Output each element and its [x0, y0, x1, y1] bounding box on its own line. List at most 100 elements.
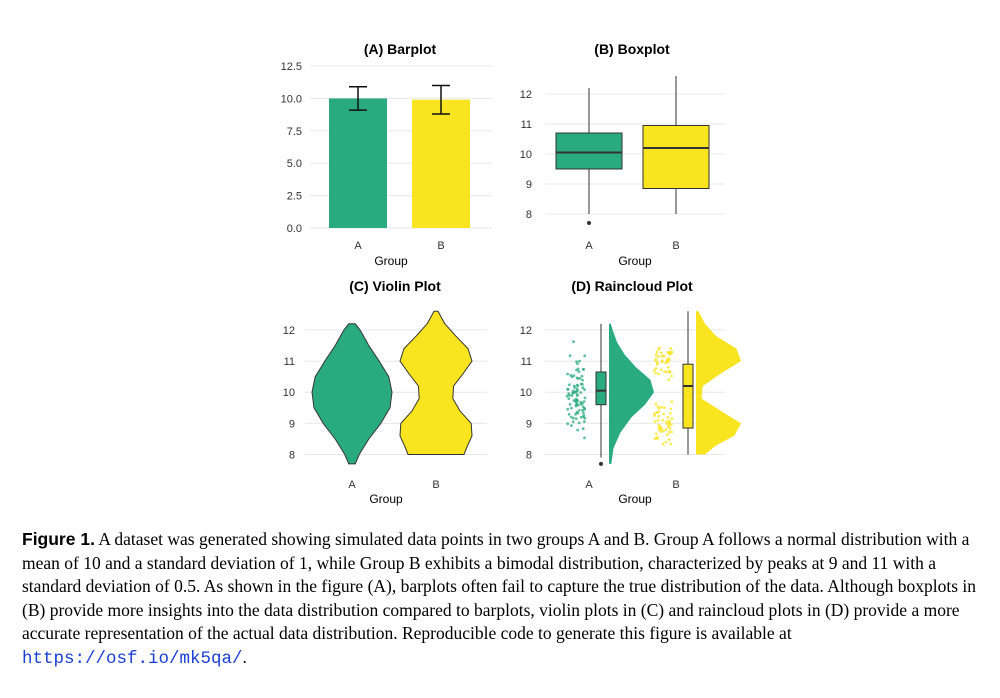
y-tick-label: 12.5 — [281, 61, 302, 73]
rain-point-a — [583, 420, 586, 424]
rain-point-b — [663, 354, 666, 358]
violin-b — [399, 310, 473, 455]
rain-point-b — [666, 366, 670, 369]
rain-point-b — [657, 372, 660, 376]
rain-point-a — [574, 417, 578, 421]
panel-title: (D) Raincloud Plot — [571, 278, 693, 294]
rain-point-b — [660, 427, 663, 431]
caption-link[interactable]: https://osf.io/mk5qa/ — [22, 648, 243, 669]
rain-point-a — [583, 396, 587, 400]
rain-point-a — [578, 359, 581, 363]
x-axis-label: Group — [618, 254, 652, 268]
y-tick-label: 9 — [289, 418, 295, 430]
rain-point-a — [575, 368, 578, 372]
rain-point-b — [663, 370, 666, 374]
rain-point-a — [581, 427, 585, 431]
rain-point-b — [668, 427, 672, 430]
rain-point-a — [576, 377, 580, 380]
x-tick-label: A — [348, 479, 356, 491]
rain-point-a — [575, 383, 579, 387]
rain-point-b — [656, 419, 660, 422]
rain-point-a — [581, 378, 584, 382]
rain-point-a — [574, 412, 577, 416]
y-tick-label: 0.0 — [287, 223, 302, 235]
rain-point-a — [567, 412, 571, 416]
rain-point-b — [654, 357, 658, 361]
rain-point-a — [566, 372, 569, 376]
rain-point-b — [656, 405, 660, 408]
rain-point-b — [660, 360, 664, 364]
rain-point-b — [653, 420, 657, 424]
rain-point-b — [667, 438, 671, 441]
panel-title: (C) Violin Plot — [349, 278, 441, 294]
y-tick-label: 8 — [526, 450, 532, 462]
rain-point-a — [568, 354, 572, 358]
rain-point-b — [662, 429, 665, 433]
rain-point-b — [664, 361, 668, 365]
y-tick-label: 2.5 — [287, 191, 302, 203]
rain-point-a — [576, 411, 580, 415]
rain-point-b — [655, 350, 659, 354]
rain-point-a — [577, 409, 581, 412]
x-tick-label: B — [672, 240, 679, 252]
rain-point-a — [579, 391, 583, 394]
cloud-a — [609, 323, 654, 464]
rain-point-a — [576, 428, 580, 432]
rain-point-a — [566, 407, 570, 411]
y-tick-label: 12 — [520, 89, 532, 101]
rain-point-b — [653, 437, 657, 440]
y-tick-label: 10 — [520, 149, 532, 161]
y-tick-label: 10.0 — [281, 93, 302, 105]
rain-point-b — [653, 414, 656, 417]
rain-point-a — [570, 394, 574, 397]
rain-point-a — [583, 436, 586, 440]
rain-point-a — [567, 392, 571, 396]
rain-point-a — [573, 386, 577, 389]
y-tick-label: 8 — [526, 209, 532, 221]
rain-point-b — [668, 412, 672, 415]
rain-point-b — [665, 358, 669, 361]
rain-point-a — [574, 404, 578, 408]
figure-caption: Figure 1. A dataset was generated showin… — [22, 528, 982, 671]
raincloud-box-b-box — [682, 363, 694, 429]
rain-point-a — [572, 374, 576, 378]
rain-point-a — [570, 406, 573, 410]
x-tick-label: A — [585, 240, 593, 252]
rain-point-a — [567, 397, 571, 400]
y-tick-label: 7.5 — [287, 126, 302, 138]
raincloud-box-a-outlier — [599, 461, 603, 466]
rain-point-a — [571, 391, 575, 395]
rain-point-b — [657, 423, 661, 427]
rain-point-b — [670, 417, 674, 420]
rain-point-b — [668, 430, 671, 434]
rain-point-a — [576, 362, 579, 365]
panel-title: (B) Boxplot — [594, 41, 670, 57]
x-axis-label: Group — [369, 492, 403, 506]
rain-point-a — [583, 407, 587, 410]
rain-point-a — [566, 422, 570, 426]
caption-label: Figure 1. — [22, 529, 95, 549]
rain-point-a — [569, 415, 573, 419]
rain-point-a — [569, 373, 573, 377]
x-tick-label: A — [585, 479, 593, 491]
y-tick-label: 9 — [526, 179, 532, 191]
rain-point-b — [670, 430, 673, 434]
bar-b — [412, 99, 470, 228]
rain-point-a — [577, 421, 581, 425]
cloud-b — [696, 311, 741, 455]
rain-point-b — [657, 414, 661, 418]
rain-point-b — [661, 418, 665, 422]
rain-point-b — [663, 406, 666, 410]
bar-a — [329, 98, 387, 229]
box-a-outlier — [587, 221, 591, 225]
rain-point-b — [667, 420, 671, 424]
y-tick-label: 5.0 — [287, 158, 302, 170]
rain-point-b — [654, 367, 658, 370]
rain-point-b — [664, 440, 668, 444]
y-tick-label: 10 — [520, 387, 532, 399]
rain-point-a — [576, 393, 579, 396]
rain-point-b — [657, 410, 661, 414]
panel-title: (A) Barplot — [364, 41, 437, 57]
rain-point-a — [579, 402, 583, 406]
rain-point-a — [581, 408, 584, 412]
